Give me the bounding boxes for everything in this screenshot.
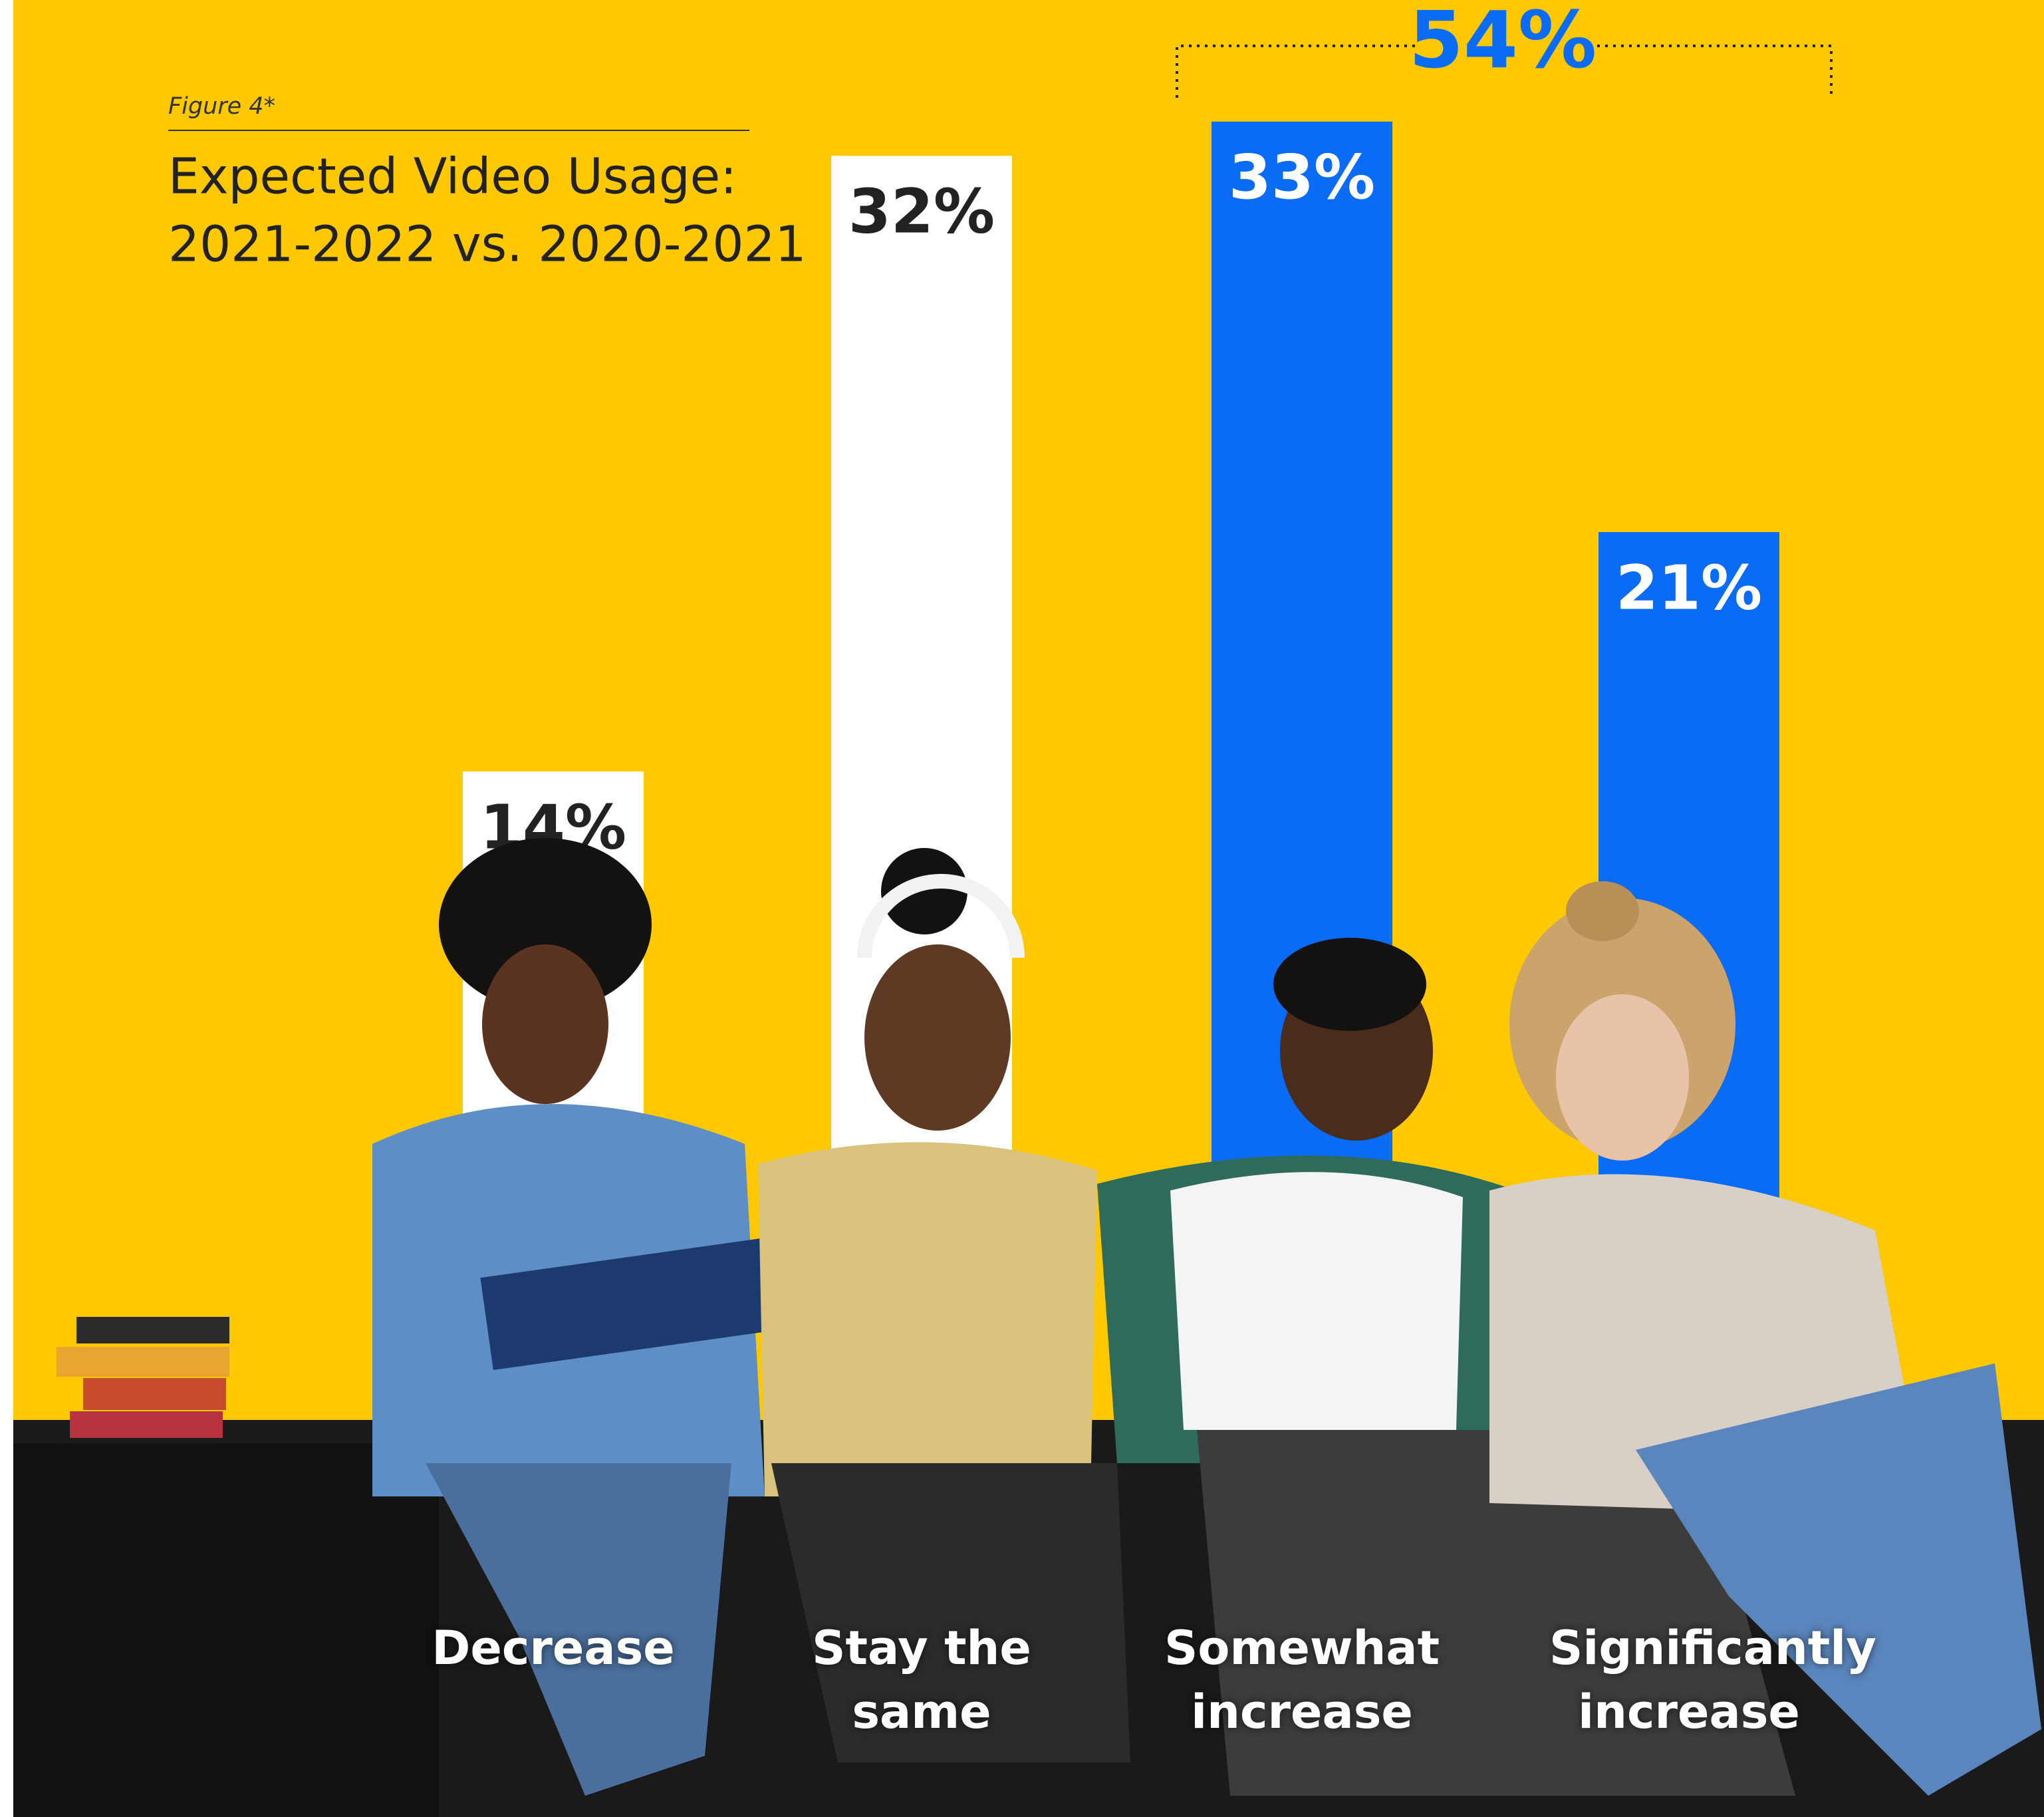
annotation: 54% (1176, 0, 1833, 98)
value-label: 32% (848, 176, 995, 247)
category-label: Decrease (432, 1621, 675, 1675)
bracket (1176, 45, 1833, 98)
category-label: Somewhat increase (1164, 1621, 1440, 1739)
value-label: 33% (1229, 142, 1375, 213)
photo (13, 838, 2044, 1817)
category-label: Stay the same (812, 1621, 1031, 1739)
chart-title: Expected Video Usage: (168, 148, 737, 206)
chart-subtitle: 2021-2022 vs. 2020-2021 (168, 216, 807, 273)
annotation-text: 54% (1409, 0, 1597, 86)
category-label: Significantly increase (1549, 1621, 1876, 1739)
figure-label: Figure 4* (168, 93, 275, 120)
value-label: 21% (1616, 552, 1762, 623)
